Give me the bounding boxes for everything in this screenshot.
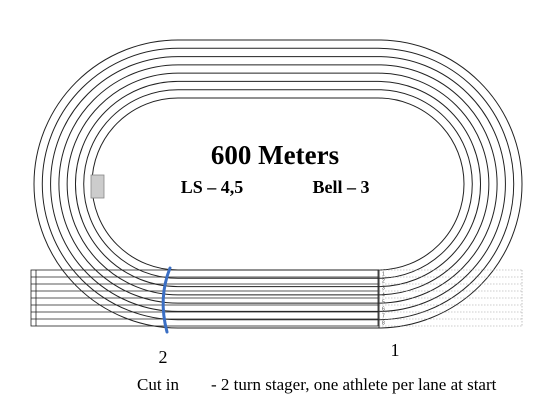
event-title: 600 Meters	[211, 140, 339, 170]
lane-line	[33, 39, 523, 329]
lane-number: 4	[382, 292, 385, 298]
lane-number: 6	[382, 306, 385, 312]
lane-number: 1	[382, 271, 385, 277]
track-chutes	[30, 269, 379, 327]
bell-label: Bell – 3	[313, 177, 370, 197]
track-lanes	[33, 39, 523, 329]
stagger-note: - 2 turn stager, one athlete per lane at…	[211, 375, 497, 394]
lane-line	[91, 97, 465, 271]
lane-number: 2	[382, 278, 385, 284]
lane-number: 3	[382, 285, 385, 291]
right-extension-lines	[379, 269, 523, 327]
lane-line	[58, 64, 498, 304]
lane-line	[75, 80, 481, 288]
lane-line	[66, 72, 490, 296]
cut-in-marker: 2	[159, 347, 168, 367]
cut-in-line	[161, 266, 172, 334]
lane-line	[50, 56, 506, 312]
lane-number: 5	[382, 299, 385, 305]
lane-start-label: LS – 4,5	[181, 177, 244, 197]
infield-marker	[90, 174, 105, 199]
lane-number: 8	[382, 320, 385, 326]
start-marker: 1	[391, 340, 400, 360]
lane-line	[41, 47, 515, 321]
cut-in-caption: Cut in	[137, 375, 180, 394]
lane-line	[83, 89, 473, 279]
lane-number: 7	[382, 313, 385, 319]
